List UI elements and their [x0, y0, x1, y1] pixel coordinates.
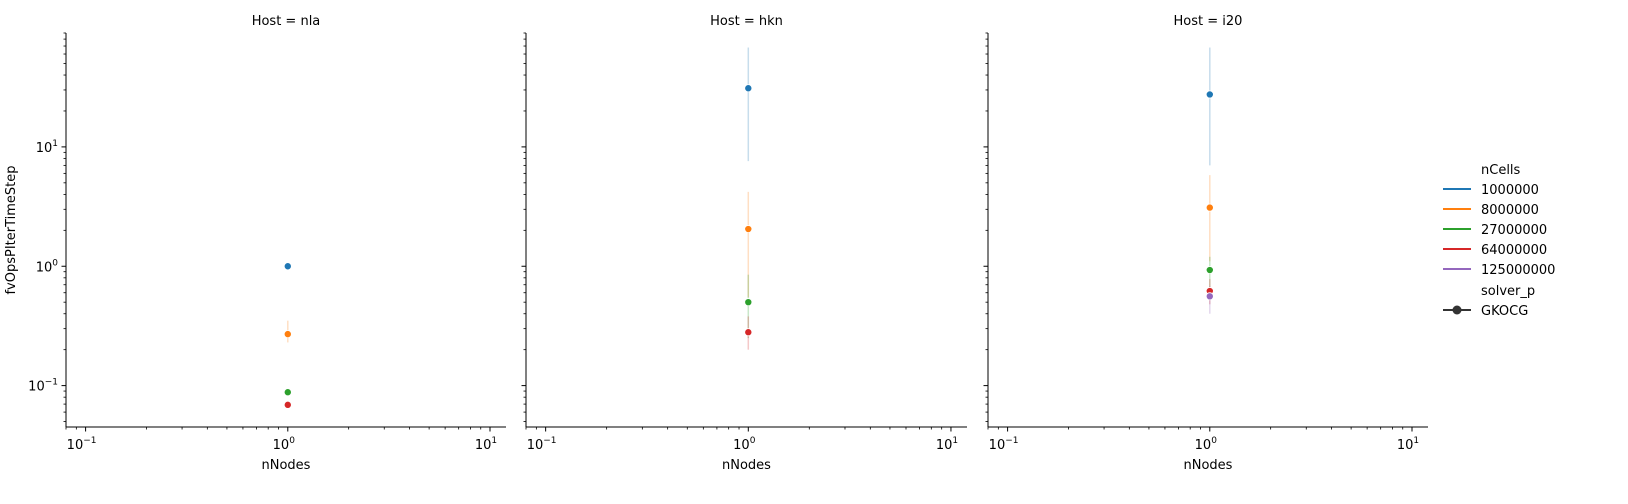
- data-point: [1205, 266, 1214, 275]
- x-tick-label: 100: [733, 436, 756, 453]
- x-axis-label: nNodes: [722, 458, 771, 473]
- x-tick-label: 101: [1397, 436, 1419, 453]
- legend-style-marker: [1452, 305, 1462, 315]
- data-point: [744, 298, 753, 307]
- data-point: [283, 400, 292, 409]
- panel-title: Host = nla: [252, 14, 321, 29]
- x-tick-label: 100: [273, 436, 296, 453]
- legend-entry-label: 8000000: [1481, 203, 1539, 218]
- x-tick-label: 10−1: [989, 436, 1019, 453]
- data-point: [283, 388, 292, 397]
- legend-entry-label: 1000000: [1481, 183, 1539, 198]
- x-axis-label: nNodes: [1184, 458, 1233, 473]
- legend-title-style: solver_p: [1481, 284, 1535, 299]
- legend: nCells 1000000 8000000 27000000 64000000 1250…: [1443, 163, 1555, 319]
- data-point: [1205, 203, 1214, 212]
- facet-panel-1: Host = hkn 10−1 100 101 nNodes: [521, 14, 967, 473]
- data-point: [283, 262, 292, 271]
- x-tick-label: 10−1: [527, 436, 557, 453]
- data-point: [1205, 292, 1214, 301]
- y-tick-label: 100: [36, 258, 59, 275]
- facet-panel-0: Host = nla 10−1 100 101 10−1 100 101 nNodes: [28, 14, 506, 473]
- facet-panel-2: Host = i20 10−1 100 101 nNodes: [983, 14, 1428, 473]
- y-tick-label: 10−1: [28, 378, 58, 395]
- legend-title-hue: nCells: [1481, 163, 1521, 178]
- x-tick-label: 101: [936, 436, 958, 453]
- legend-entry-label: GKOCG: [1481, 304, 1528, 319]
- x-tick-label: 101: [475, 436, 497, 453]
- panel-title: Host = hkn: [710, 14, 783, 29]
- x-tick-label: 10−1: [67, 436, 97, 453]
- data-point: [744, 225, 753, 234]
- panel-title: Host = i20: [1174, 14, 1243, 29]
- legend-entry-label: 27000000: [1481, 223, 1547, 238]
- data-point: [744, 328, 753, 337]
- legend-entry-label: 125000000: [1481, 263, 1555, 278]
- data-point: [1205, 90, 1214, 99]
- y-tick-label: 101: [36, 139, 58, 156]
- data-point: [283, 330, 292, 339]
- legend-entry-label: 64000000: [1481, 243, 1547, 258]
- x-tick-label: 100: [1195, 436, 1218, 453]
- y-axis-label: fvOpsPIterTimeStep: [4, 165, 19, 294]
- x-axis-label: nNodes: [262, 458, 311, 473]
- data-point: [744, 84, 753, 93]
